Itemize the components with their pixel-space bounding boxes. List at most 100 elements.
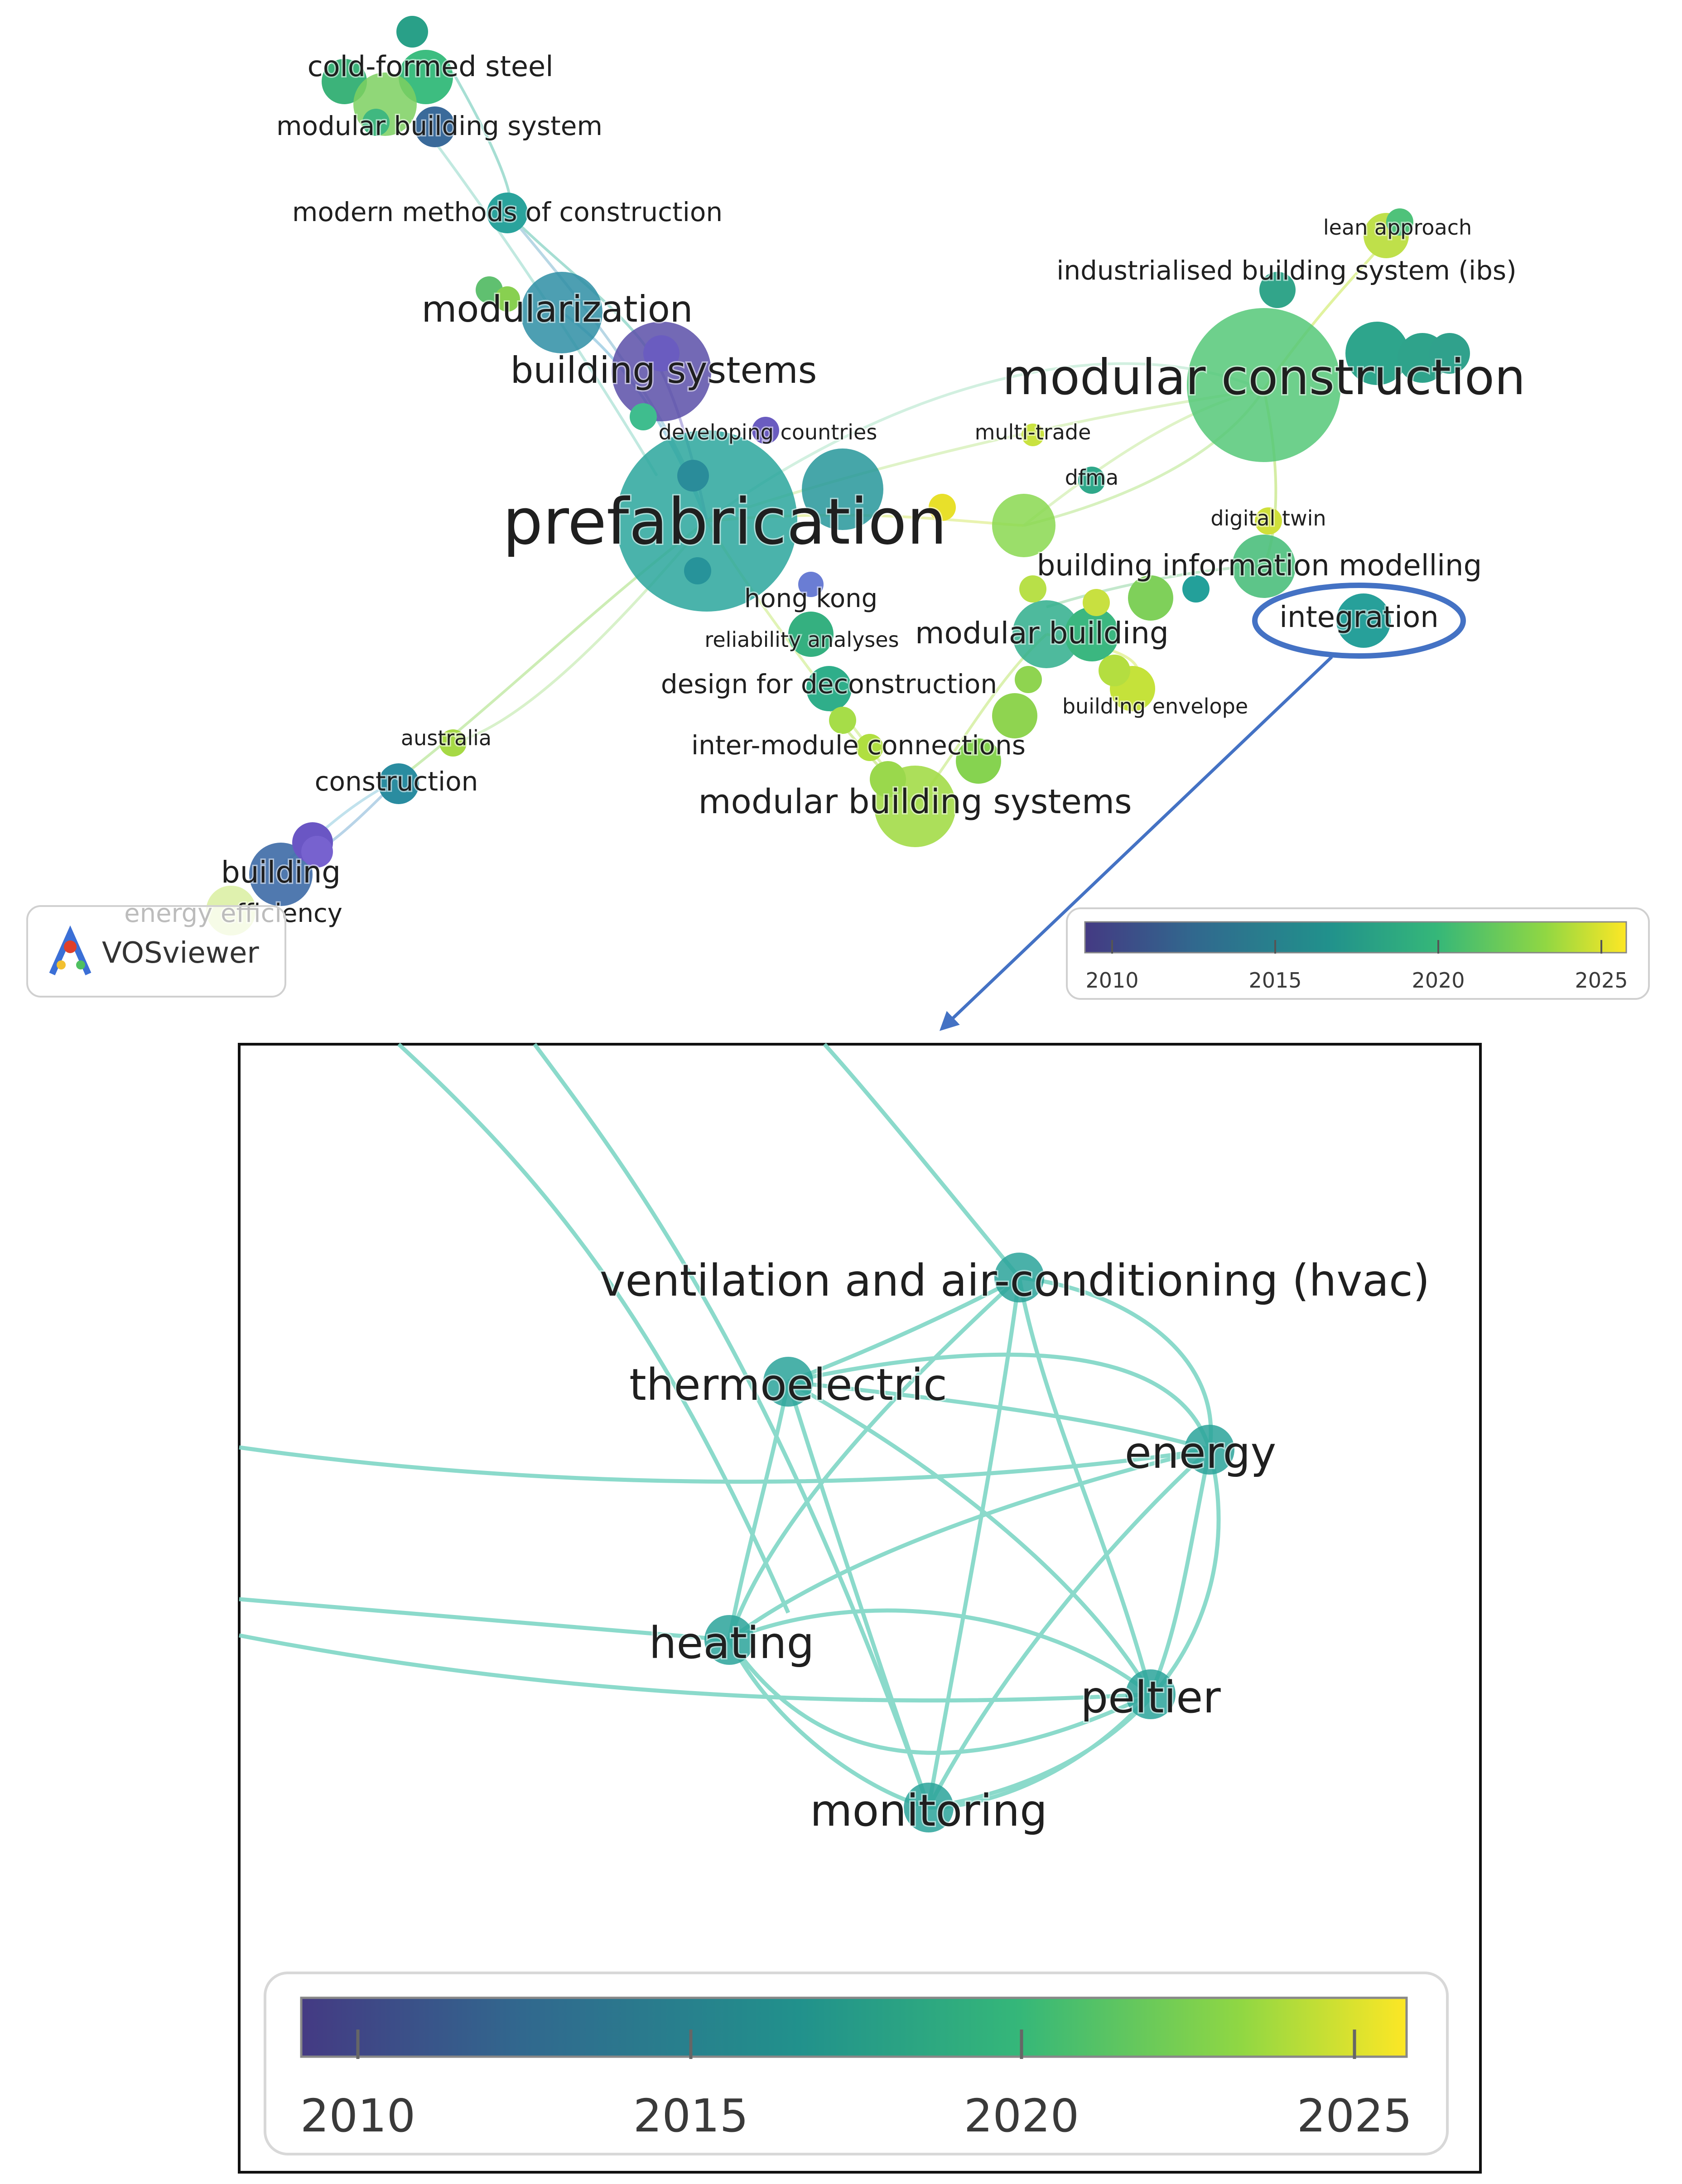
node[interactable] bbox=[1182, 575, 1210, 603]
node[interactable] bbox=[1015, 666, 1042, 693]
label-construction: construction bbox=[315, 766, 478, 797]
node[interactable] bbox=[1345, 322, 1409, 385]
zoom-tick-2010: 2010 bbox=[300, 2089, 416, 2142]
node-bim[interactable] bbox=[1232, 535, 1296, 598]
node[interactable] bbox=[1128, 575, 1173, 621]
node[interactable] bbox=[752, 417, 779, 444]
node-thermoelectric[interactable] bbox=[763, 1357, 813, 1407]
label-lean-approach: lean approach bbox=[1323, 215, 1472, 240]
node-prefabrication[interactable] bbox=[616, 430, 797, 612]
zoom-legend: 2010 2015 2020 2025 bbox=[264, 1972, 1449, 2155]
node-integration[interactable] bbox=[1336, 593, 1391, 648]
node[interactable] bbox=[856, 734, 883, 761]
label-building-systems: building systems bbox=[511, 349, 817, 391]
overview-legend: 2010 2015 2020 2025 bbox=[1066, 907, 1650, 1000]
node[interactable] bbox=[829, 707, 856, 734]
node-multi-trade[interactable] bbox=[1022, 424, 1044, 446]
node[interactable] bbox=[1099, 655, 1130, 686]
overview-nodes bbox=[206, 16, 1470, 935]
node-design-for-deconstruction[interactable] bbox=[806, 666, 852, 711]
node-australia[interactable] bbox=[439, 729, 467, 757]
overview-labels: prefabrication modular construction buil… bbox=[123, 48, 1527, 930]
label-digital-twin: digital twin bbox=[1210, 506, 1326, 530]
node[interactable] bbox=[956, 738, 1001, 784]
zoom-inset: ventilation and air-conditioning (hvac) … bbox=[238, 1042, 1482, 2174]
label-building-envelope: building envelope bbox=[1062, 694, 1248, 718]
label-bim: building information modelling bbox=[1037, 549, 1482, 583]
label-peltier: peltier bbox=[1080, 1672, 1221, 1723]
overview-tick-2015: 2015 bbox=[1248, 968, 1301, 993]
label-prefabrication: prefabrication bbox=[503, 485, 947, 559]
node[interactable] bbox=[301, 836, 333, 868]
zoom-colorbar bbox=[300, 1996, 1408, 2058]
label-dfma: dfma bbox=[1065, 465, 1118, 490]
label-modular-building-systems: modular building systems bbox=[698, 782, 1132, 821]
node-energy[interactable] bbox=[1185, 1425, 1234, 1475]
node-modern-methods[interactable] bbox=[487, 193, 528, 233]
node[interactable] bbox=[684, 557, 711, 584]
node-modular-building-system[interactable] bbox=[414, 106, 455, 147]
node[interactable] bbox=[1386, 208, 1413, 236]
node-modular-construction[interactable] bbox=[1187, 308, 1341, 462]
node-hvac[interactable] bbox=[994, 1253, 1044, 1302]
zoom-tick-2020: 2020 bbox=[964, 2089, 1080, 2142]
label-heating: heating bbox=[649, 1618, 814, 1668]
zoom-tick-2015: 2015 bbox=[633, 2089, 749, 2142]
label-hong-kong: hong kong bbox=[744, 584, 877, 613]
label-modular-building-system: modular building system bbox=[276, 111, 602, 141]
node[interactable] bbox=[992, 494, 1055, 557]
label-thermoelectric: thermoelectric bbox=[629, 1360, 947, 1410]
zoom-labels: ventilation and air-conditioning (hvac) … bbox=[598, 1254, 1431, 1837]
overview-colorbar bbox=[1084, 921, 1627, 954]
node[interactable] bbox=[396, 16, 428, 48]
node[interactable] bbox=[802, 448, 883, 530]
node-digital-twin[interactable] bbox=[1255, 507, 1282, 535]
label-developing-countries: developing countries bbox=[659, 420, 877, 444]
label-australia: australia bbox=[401, 726, 492, 750]
node-hong-kong[interactable] bbox=[788, 612, 834, 657]
label-ibs: industrialised building system (ibs) bbox=[1056, 255, 1517, 286]
overview-tick-2020: 2020 bbox=[1412, 968, 1465, 993]
callout-arrow bbox=[939, 656, 1333, 1031]
label-design-for-deconstruction: design for deconstruction bbox=[661, 669, 997, 699]
label-energy: energy bbox=[1125, 1427, 1277, 1478]
node[interactable] bbox=[1429, 333, 1470, 374]
label-modern-methods: modern methods of construction bbox=[292, 197, 723, 227]
node[interactable] bbox=[1083, 589, 1110, 616]
node-modular-building[interactable] bbox=[1012, 600, 1080, 668]
zoom-links bbox=[239, 1042, 1221, 1810]
overview-network: prefabrication modular construction buil… bbox=[123, 16, 1527, 1031]
zoom-tick-2025: 2025 bbox=[1297, 2089, 1412, 2142]
vosviewer-brand: VOSviewer bbox=[102, 936, 259, 970]
overview-tick-2025: 2025 bbox=[1575, 968, 1628, 993]
node-dfma[interactable] bbox=[1078, 467, 1105, 494]
label-modular-construction: modular construction bbox=[1002, 349, 1526, 406]
node[interactable] bbox=[362, 109, 390, 136]
node[interactable] bbox=[630, 403, 657, 430]
node[interactable] bbox=[1065, 607, 1119, 661]
node[interactable] bbox=[929, 494, 956, 521]
node-modularization[interactable] bbox=[521, 272, 602, 353]
node[interactable] bbox=[495, 286, 520, 312]
integration-highlight-ellipse bbox=[1252, 583, 1466, 659]
zoom-nodes bbox=[704, 1253, 1234, 1832]
label-multi-trade: multi-trade bbox=[975, 420, 1091, 444]
label-modularization: modularization bbox=[422, 288, 693, 330]
node-monitoring[interactable] bbox=[904, 1783, 954, 1832]
label-hvac: ventilation and air-conditioning (hvac) bbox=[600, 1255, 1430, 1306]
node-building[interactable] bbox=[249, 843, 313, 906]
node[interactable] bbox=[677, 460, 709, 492]
node[interactable] bbox=[870, 761, 906, 797]
label-building: building bbox=[221, 855, 341, 890]
node-peltier[interactable] bbox=[1126, 1669, 1176, 1719]
node[interactable] bbox=[798, 572, 824, 597]
node[interactable] bbox=[643, 335, 680, 371]
node-construction[interactable] bbox=[378, 763, 419, 804]
node-heating[interactable] bbox=[704, 1615, 754, 1665]
node[interactable] bbox=[1259, 272, 1296, 308]
node[interactable] bbox=[1019, 575, 1046, 603]
label-cold-formed-steel: cold-formed steel bbox=[308, 50, 554, 83]
node[interactable] bbox=[992, 693, 1037, 738]
label-monitoring: monitoring bbox=[810, 1785, 1047, 1836]
